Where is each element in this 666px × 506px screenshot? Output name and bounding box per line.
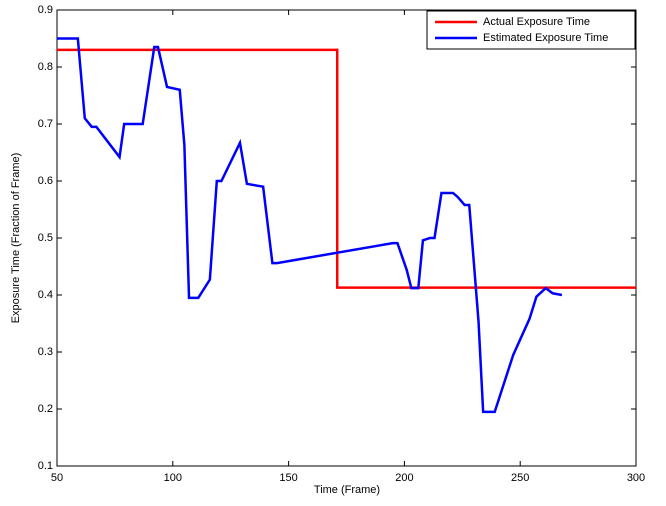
x-axis-label: Time (Frame) bbox=[314, 484, 380, 496]
x-tick-label: 150 bbox=[279, 472, 297, 484]
x-tick-label: 50 bbox=[51, 472, 63, 484]
legend-box bbox=[426, 10, 636, 50]
y-tick-label: 0.7 bbox=[38, 118, 53, 130]
series-line bbox=[57, 37, 563, 414]
y-tick-label: 0.9 bbox=[38, 4, 53, 16]
x-tick-label: 250 bbox=[511, 472, 529, 484]
series-line bbox=[57, 48, 636, 289]
y-axis-label: Exposure Time (Fraction of Frame) bbox=[10, 153, 22, 324]
y-tick-label: 0.6 bbox=[38, 175, 53, 187]
y-tick-label: 0.3 bbox=[38, 346, 53, 358]
y-tick-label: 0.5 bbox=[38, 232, 53, 244]
x-tick-label: 200 bbox=[395, 472, 413, 484]
y-tick-label: 0.2 bbox=[38, 403, 53, 415]
y-tick-label: 0.8 bbox=[38, 61, 53, 73]
legend-label: Actual Exposure Time bbox=[483, 16, 590, 28]
x-tick-label: 100 bbox=[164, 472, 182, 484]
y-tick-label: 0.4 bbox=[38, 289, 53, 301]
x-tick-label: 300 bbox=[627, 472, 645, 484]
y-tick-label: 0.1 bbox=[38, 460, 53, 472]
legend-label: Estimated Exposure Time bbox=[483, 32, 608, 44]
plot-area bbox=[56, 9, 637, 467]
